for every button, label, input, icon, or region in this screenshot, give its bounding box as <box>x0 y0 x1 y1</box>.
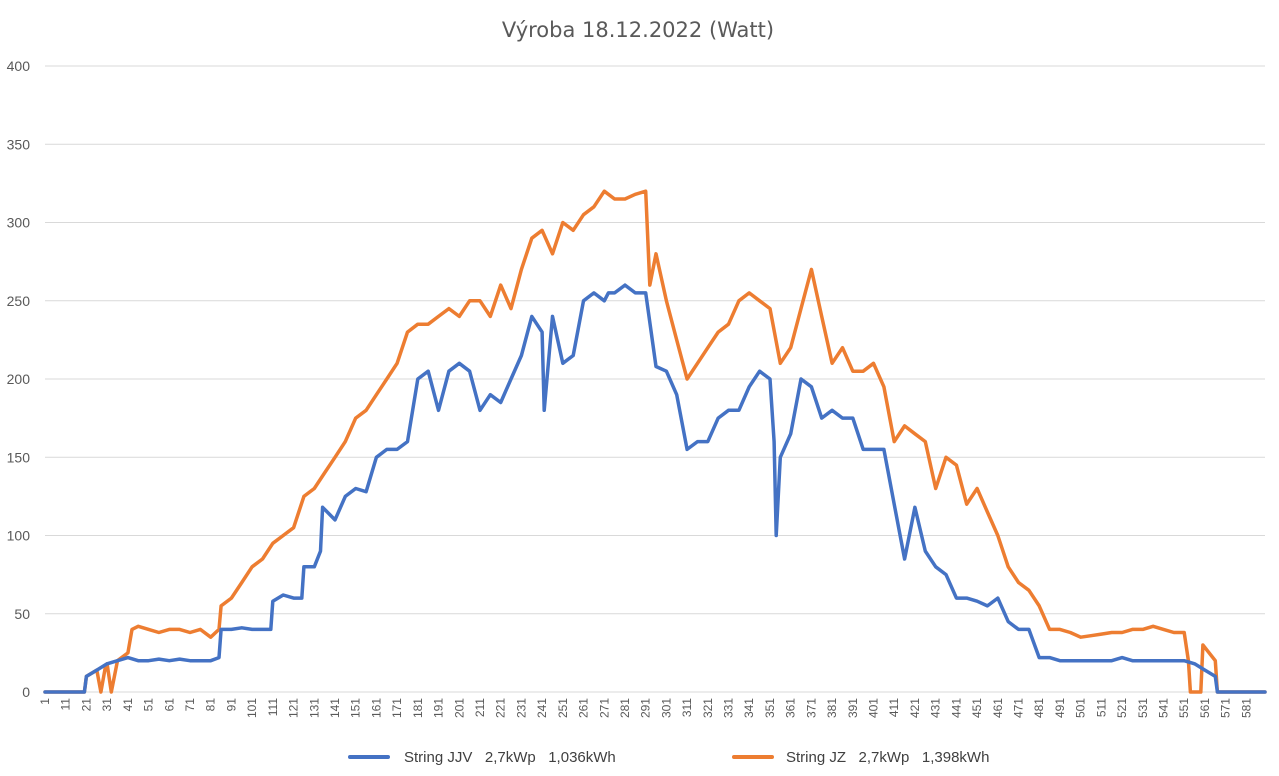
y-tick-label: 400 <box>7 58 31 74</box>
x-tick-label: 211 <box>473 698 487 717</box>
legend-label: String JZ 2,7kWp 1,398kWh <box>786 749 989 766</box>
x-tick-label: 191 <box>432 698 446 718</box>
legend-label: String JJV 2,7kWp 1,036kWh <box>404 749 616 766</box>
legend: String JJV 2,7kWp 1,036kWh String JZ 2,7k… <box>348 749 989 766</box>
x-tick-label: 1 <box>38 698 52 705</box>
x-tick-label: 151 <box>349 698 363 718</box>
x-tick-label: 81 <box>204 698 218 712</box>
y-tick-label: 0 <box>22 684 30 700</box>
x-tick-label: 141 <box>328 698 342 718</box>
x-tick-label: 431 <box>929 698 943 718</box>
x-tick-label: 251 <box>556 698 570 718</box>
x-tick-label: 361 <box>784 698 798 718</box>
x-tick-label: 471 <box>1012 698 1026 718</box>
x-tick-label: 571 <box>1219 698 1233 718</box>
y-tick-label: 350 <box>7 136 31 152</box>
x-tick-label: 451 <box>970 698 984 718</box>
x-tick-label: 351 <box>763 698 777 718</box>
x-tick-label: 541 <box>1157 698 1171 718</box>
x-tick-label: 271 <box>597 698 611 718</box>
x-tick-label: 161 <box>369 698 383 718</box>
x-tick-label: 341 <box>742 698 756 718</box>
x-tick-label: 561 <box>1198 698 1212 718</box>
x-tick-label: 381 <box>825 698 839 718</box>
chart-title: Výroba 18.12.2022 (Watt) <box>502 18 774 42</box>
x-tick-label: 41 <box>121 698 135 712</box>
x-tick-label: 301 <box>659 698 673 718</box>
x-tick-label: 221 <box>494 698 508 718</box>
x-tick-label: 461 <box>991 698 1005 718</box>
series-line <box>43 189 1267 694</box>
x-tick-label: 551 <box>1177 698 1191 718</box>
x-tick-label: 71 <box>183 698 197 712</box>
x-tick-label: 121 <box>287 698 301 718</box>
x-tick-label: 231 <box>514 698 528 718</box>
x-tick-label: 441 <box>949 698 963 718</box>
x-tick-label: 581 <box>1239 698 1253 718</box>
x-tick-label: 261 <box>577 698 591 718</box>
x-tick-label: 391 <box>846 698 860 718</box>
x-tick-label: 131 <box>307 698 321 718</box>
x-tick-label: 521 <box>1115 698 1129 718</box>
x-tick-label: 31 <box>100 698 114 712</box>
y-axis-ticks: 0 50 100 150 200 250 300 350 400 <box>7 58 31 700</box>
x-tick-label: 371 <box>804 698 818 718</box>
y-tick-label: 150 <box>7 449 31 465</box>
x-tick-label: 201 <box>452 698 466 718</box>
y-tick-label: 250 <box>7 293 31 309</box>
x-tick-label: 11 <box>59 698 73 711</box>
x-tick-label: 111 <box>266 698 280 717</box>
series-lines <box>43 189 1267 694</box>
x-tick-label: 171 <box>390 698 404 718</box>
x-tick-label: 411 <box>887 698 901 717</box>
x-tick-label: 331 <box>722 698 736 718</box>
y-tick-label: 200 <box>7 371 31 387</box>
x-tick-label: 91 <box>224 698 238 712</box>
x-tick-label: 511 <box>1094 698 1108 717</box>
x-tick-label: 481 <box>1032 698 1046 718</box>
x-tick-label: 401 <box>867 698 881 718</box>
x-tick-label: 291 <box>639 698 653 718</box>
x-tick-label: 181 <box>411 698 425 718</box>
x-tick-label: 51 <box>142 698 156 712</box>
x-tick-label: 311 <box>680 698 694 717</box>
x-tick-label: 21 <box>79 698 93 712</box>
x-tick-label: 531 <box>1136 698 1150 718</box>
x-tick-label: 281 <box>618 698 632 718</box>
x-tick-label: 321 <box>701 698 715 718</box>
x-tick-label: 101 <box>245 698 259 718</box>
x-tick-label: 61 <box>162 698 176 712</box>
x-tick-label: 501 <box>1074 698 1088 718</box>
gridlines <box>45 65 1265 693</box>
y-tick-label: 300 <box>7 215 31 231</box>
y-tick-label: 50 <box>14 606 30 622</box>
x-tick-label: 491 <box>1053 698 1067 718</box>
series-line <box>43 283 1267 694</box>
x-axis-ticks: 1 11 21 31 41 51 61 71 81 91 101 111 121 131 141 151 161… <box>38 698 1253 718</box>
x-tick-label: 241 <box>535 698 549 718</box>
y-tick-label: 100 <box>7 528 31 544</box>
x-tick-label: 421 <box>908 698 922 718</box>
